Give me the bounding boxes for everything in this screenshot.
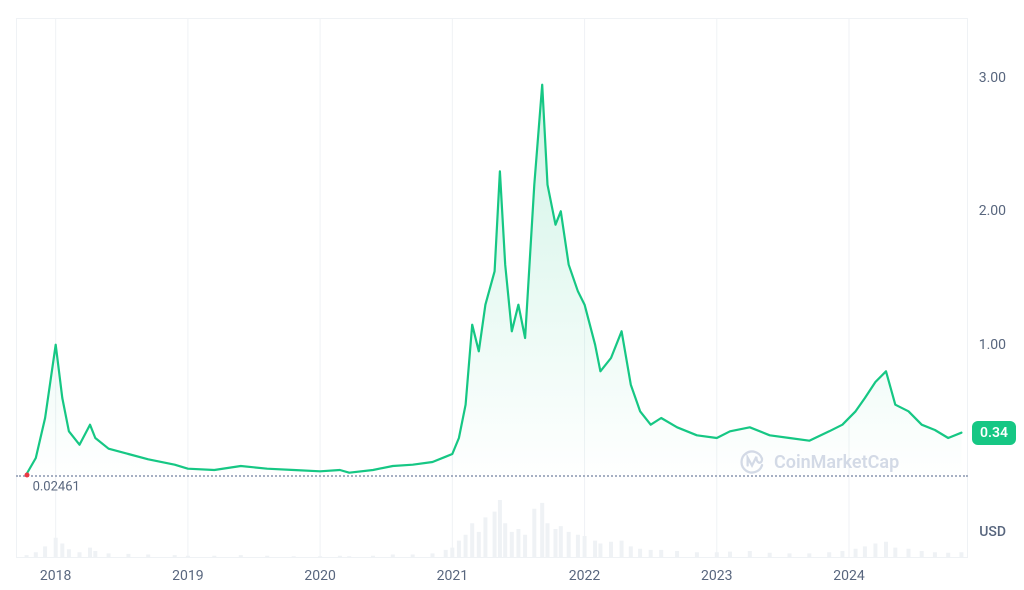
- y-axis-tick: 2.00: [979, 203, 1006, 219]
- x-axis-tick: 2021: [437, 568, 468, 584]
- watermark-text: CoinMarketCap: [774, 452, 899, 473]
- coinmarketcap-watermark: CoinMarketCap: [738, 448, 899, 476]
- currency-label: USD: [979, 524, 1006, 540]
- low-marker-label: 0.02461: [33, 479, 80, 494]
- y-axis-tick: 1.00: [979, 337, 1006, 353]
- price-area-fill: [27, 85, 962, 478]
- x-axis-tick: 2020: [304, 568, 335, 584]
- x-axis-tick: 2019: [172, 568, 203, 584]
- low-marker-dot: [24, 472, 29, 477]
- x-axis-tick: 2024: [833, 568, 864, 584]
- volume-bars: [25, 500, 964, 558]
- y-axis-tick: 3.00: [979, 70, 1006, 86]
- coinmarketcap-icon: [738, 448, 766, 476]
- chart-svg: [0, 0, 1024, 590]
- x-axis-tick: 2022: [569, 568, 600, 584]
- price-chart[interactable]: 0.02461 1.00 2.00 3.00 2018 2019 2020 2021 202…: [0, 0, 1024, 590]
- x-axis-tick: 2018: [40, 568, 71, 584]
- x-axis-tick: 2023: [701, 568, 732, 584]
- current-price-badge: 0.34: [972, 421, 1016, 445]
